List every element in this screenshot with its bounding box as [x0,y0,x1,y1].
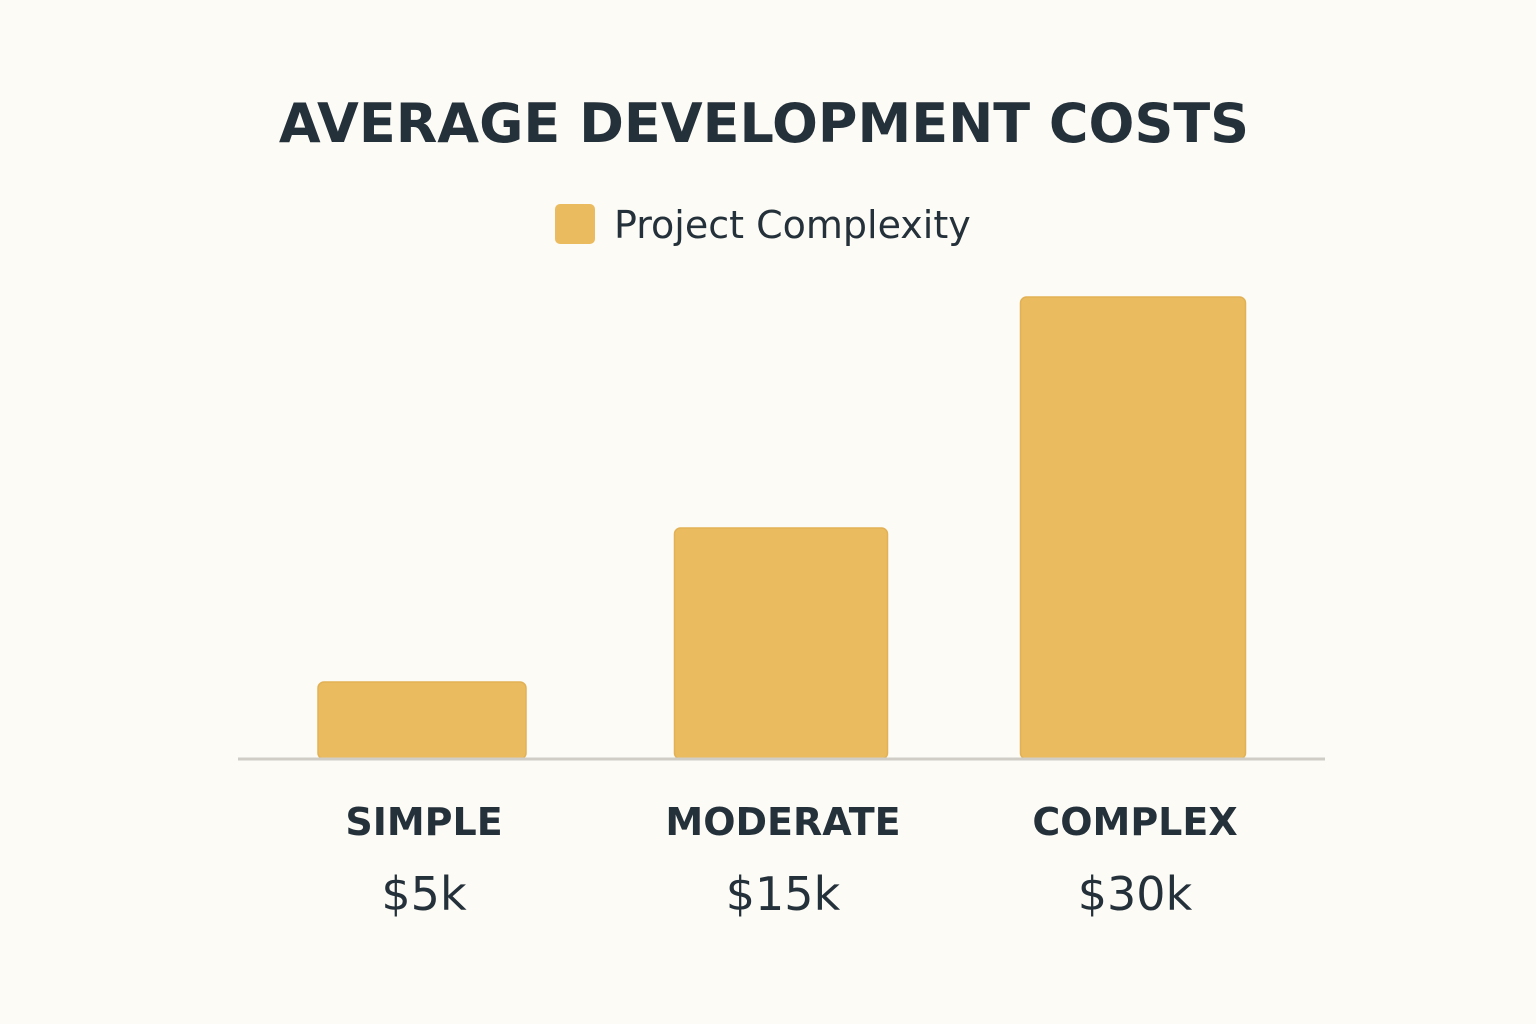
category-label-simple: SIMPLE [345,800,502,844]
bar-complex [1019,296,1247,760]
legend-swatch [555,204,595,244]
value-label-complex: $30k [1078,867,1193,921]
value-label-moderate: $15k [726,867,841,921]
legend: Project Complexity [555,203,971,247]
value-label-simple: $5k [381,867,467,921]
value-labels: $5k $15k $30k [381,867,1192,921]
chart-title: AVERAGE DEVELOPMENT COSTS [279,92,1249,155]
legend-label: Project Complexity [614,203,971,247]
category-label-complex: COMPLEX [1032,800,1237,844]
bars-group [317,296,1247,760]
category-labels: SIMPLE MODERATE COMPLEX [345,800,1237,844]
bar-simple [317,681,527,760]
category-label-moderate: MODERATE [665,800,900,844]
bar-moderate [673,527,889,760]
